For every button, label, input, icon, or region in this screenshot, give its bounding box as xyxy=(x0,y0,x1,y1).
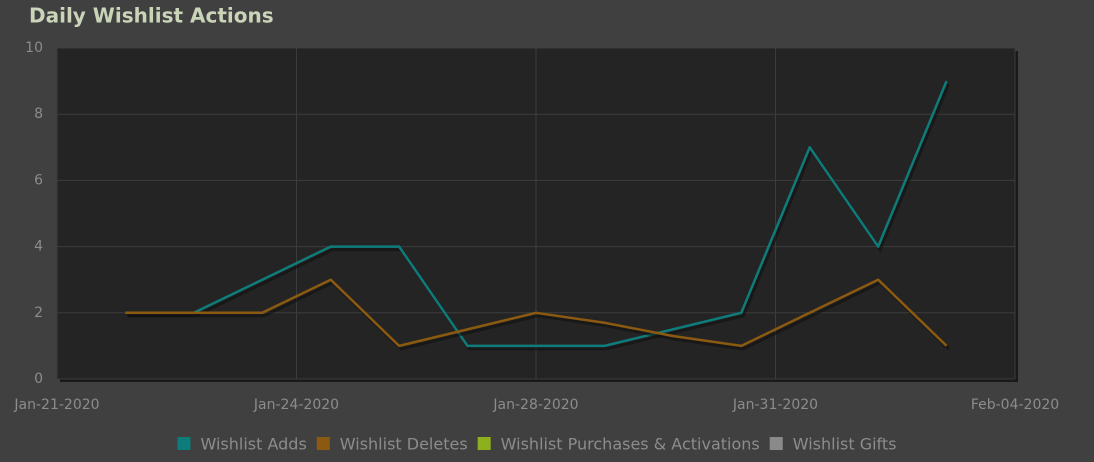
legend-item: Wishlist Gifts xyxy=(769,435,897,454)
series-line xyxy=(125,80,948,348)
y-tick-label: 6 xyxy=(34,172,43,188)
legend-item: Wishlist Purchases & Activations xyxy=(477,435,760,454)
x-tick-label: Jan-21-2020 xyxy=(13,397,99,413)
legend-swatch xyxy=(316,437,330,450)
series-line xyxy=(125,278,948,348)
x-tick-label: Jan-28-2020 xyxy=(492,397,578,413)
lines xyxy=(125,80,950,351)
legend-label: Wishlist Adds xyxy=(200,435,306,454)
y-tick-label: 4 xyxy=(34,239,43,255)
y-tick-label: 0 xyxy=(34,371,43,387)
legend-item: Wishlist Adds xyxy=(177,435,307,454)
labels: 0 2 4 6 8 10 Jan-21-2020 Jan-24-2020 Jan-28-2020… xyxy=(13,40,1059,454)
legend-swatch xyxy=(769,437,783,450)
legend-label: Wishlist Deletes xyxy=(340,435,468,454)
legend-swatch xyxy=(177,437,191,450)
y-tick-label: 10 xyxy=(25,40,43,56)
y-tick-label: 8 xyxy=(34,106,43,122)
y-tick-label: 2 xyxy=(34,305,43,321)
x-tick-label: Jan-31-2020 xyxy=(732,397,818,413)
legend-swatch xyxy=(477,437,491,450)
chart-title: Daily Wishlist Actions xyxy=(29,4,274,28)
legend-label: Wishlist Purchases & Activations xyxy=(501,435,760,454)
line-shadow xyxy=(127,280,950,351)
x-tick-label: Feb-04-2020 xyxy=(971,397,1059,413)
grid xyxy=(56,47,1016,380)
legend-label: Wishlist Gifts xyxy=(793,435,897,454)
legend-item: Wishlist Deletes xyxy=(316,435,468,454)
x-tick-label: Jan-24-2020 xyxy=(253,397,339,413)
